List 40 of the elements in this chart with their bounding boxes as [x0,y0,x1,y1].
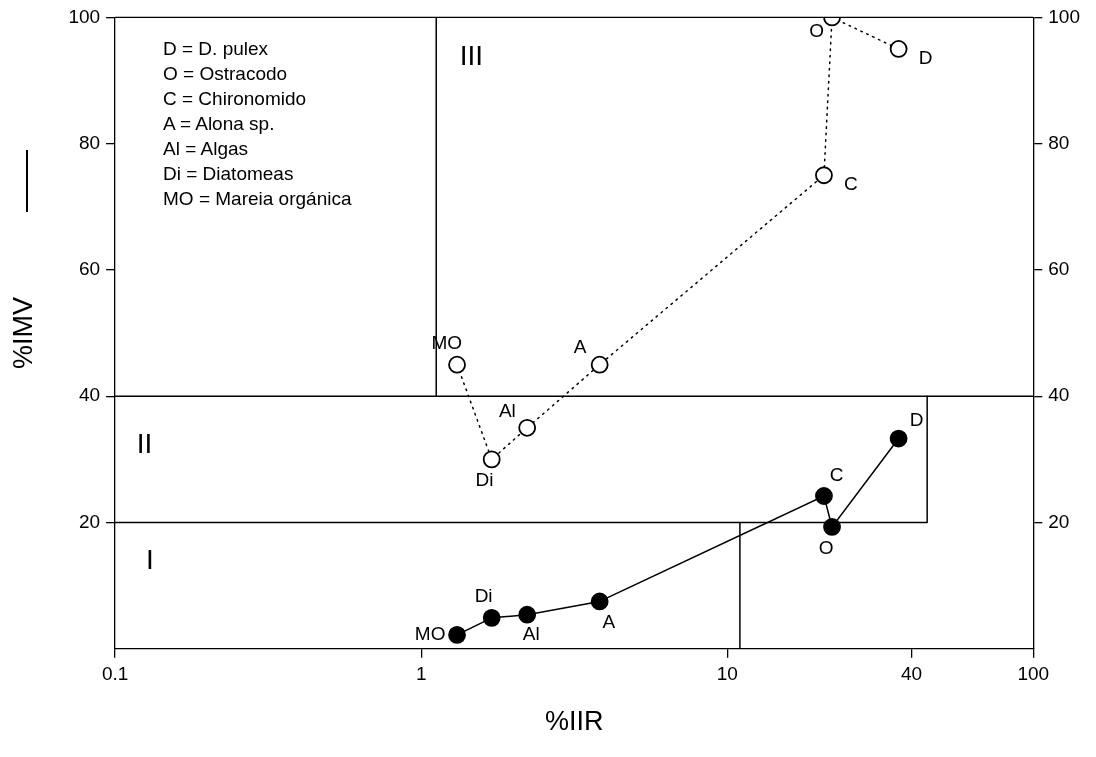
annotation: Di = Diatomeas [163,163,294,184]
y-tick-label: 100 [68,5,101,27]
x-axis-title: %IIR [544,706,604,737]
x-tick-label: 40 [900,663,923,685]
annotation: D = D. pulex [163,38,269,59]
x-tick-label: 100 [1017,663,1050,685]
y-tick-label: 60 [78,258,101,280]
annotation: I [146,543,154,576]
data-label: Al [522,623,540,645]
data-label: A [602,610,616,632]
annotation: II [136,427,153,460]
y2-tick-label: 100 [1048,5,1080,27]
annotation: O = Ostracodo [163,63,288,84]
y-tick-label: 80 [78,131,101,153]
data-label: Di [475,468,494,490]
annotation: III [459,39,484,72]
data-label: D [918,46,933,68]
y2-tick-label: 40 [1048,384,1070,406]
data-label: C [829,464,844,486]
annotation: MO = Mareia orgánica [163,188,352,209]
data-label: Al [498,399,516,421]
y-tick-label: 20 [78,510,101,532]
y-axis-title: %IMV [7,297,38,370]
data-label: Di [474,584,493,606]
data-label: A [573,336,587,358]
data-label: O [818,536,834,558]
annotation: A = Alona sp. [163,113,275,134]
y-tick-label: 40 [78,384,101,406]
data-label: C [843,173,858,195]
y2-tick-label: 20 [1048,510,1070,532]
y2-tick-label: 80 [1048,131,1070,153]
annotation: Al = Algas [163,138,249,159]
x-tick-label: 1 [415,663,427,685]
annotation: C = Chironomido [163,88,307,109]
x-tick-label: 10 [716,663,738,685]
data-label: O [809,19,825,41]
x-tick-label: 0.1 [101,663,129,685]
data-label: MO [414,623,446,645]
y2-tick-label: 60 [1048,258,1070,280]
data-label: D [909,409,924,431]
